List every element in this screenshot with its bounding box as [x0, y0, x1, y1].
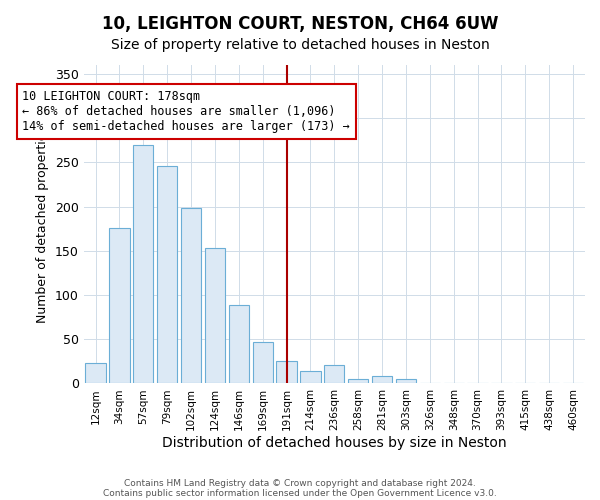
Bar	[109, 228, 130, 384]
Bar	[133, 144, 154, 384]
Bar	[324, 365, 344, 384]
Bar	[372, 376, 392, 384]
Bar	[301, 371, 320, 384]
Text: 10, LEIGHTON COURT, NESTON, CH64 6UW: 10, LEIGHTON COURT, NESTON, CH64 6UW	[102, 15, 498, 33]
X-axis label: Distribution of detached houses by size in Neston: Distribution of detached houses by size …	[162, 436, 506, 450]
Bar	[277, 362, 297, 384]
Bar	[85, 363, 106, 384]
Text: Contains public sector information licensed under the Open Government Licence v3: Contains public sector information licen…	[103, 488, 497, 498]
Text: 10 LEIGHTON COURT: 178sqm
← 86% of detached houses are smaller (1,096)
14% of se: 10 LEIGHTON COURT: 178sqm ← 86% of detac…	[22, 90, 350, 133]
Bar	[229, 304, 249, 384]
Bar	[181, 208, 201, 384]
Bar	[253, 342, 273, 384]
Text: Size of property relative to detached houses in Neston: Size of property relative to detached ho…	[110, 38, 490, 52]
Text: Contains HM Land Registry data © Crown copyright and database right 2024.: Contains HM Land Registry data © Crown c…	[124, 478, 476, 488]
Bar	[205, 248, 225, 384]
Bar	[348, 379, 368, 384]
Bar	[157, 166, 178, 384]
Y-axis label: Number of detached properties: Number of detached properties	[37, 126, 49, 322]
Bar	[396, 379, 416, 384]
